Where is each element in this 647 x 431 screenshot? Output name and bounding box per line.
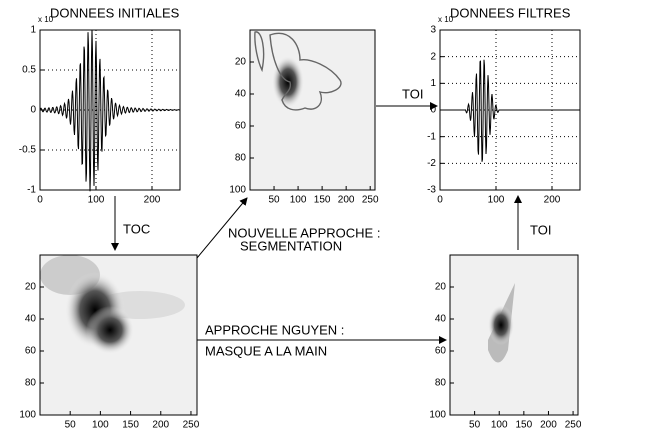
x-tick-label: 100 — [491, 420, 508, 431]
x-tick-label: 250 — [362, 195, 379, 206]
x-tick-label: 200 — [152, 420, 169, 431]
arrow-label: MASQUE A LA MAIN — [205, 343, 327, 358]
y-tick-label: 60 — [25, 346, 37, 357]
x-tick-label: 200 — [540, 420, 557, 431]
axis-exponent: x 10 — [438, 15, 454, 24]
arrow-label: NOUVELLE APPROCHE : — [228, 225, 380, 240]
y-tick-label: 3 — [430, 25, 436, 36]
x-tick-label: 100 — [92, 420, 109, 431]
panel-title: DONNEES FILTRES — [450, 5, 571, 20]
y-tick-label: 80 — [435, 378, 447, 389]
y-tick-label: 60 — [235, 121, 247, 132]
x-tick-label: 250 — [565, 420, 582, 431]
y-tick-label: 0 — [30, 105, 36, 116]
waveform — [39, 29, 181, 192]
y-tick-label: -3 — [427, 185, 436, 196]
heatmap-mask — [450, 255, 578, 415]
y-tick-label: 20 — [25, 282, 37, 293]
y-tick-label: 80 — [25, 378, 37, 389]
y-tick-label: -1 — [27, 185, 36, 196]
y-tick-label: 0 — [430, 105, 436, 116]
x-tick-label: 100 — [488, 195, 505, 206]
arrow — [196, 197, 248, 259]
x-tick-label: 50 — [268, 195, 280, 206]
panel-title: DONNEES INITIALES — [50, 5, 180, 20]
x-tick-label: 0 — [37, 195, 43, 206]
x-tick-label: 200 — [544, 195, 561, 206]
y-tick-label: 20 — [435, 282, 447, 293]
y-tick-label: 60 — [435, 346, 447, 357]
y-tick-label: -2 — [427, 158, 436, 169]
x-tick-label: 50 — [65, 420, 77, 431]
x-tick-label: 150 — [516, 420, 533, 431]
y-tick-label: 40 — [235, 89, 247, 100]
arrow-label: TOI — [530, 222, 551, 237]
y-tick-label: 1 — [30, 25, 36, 36]
axes-box — [449, 254, 579, 416]
y-tick-label: 40 — [25, 314, 37, 325]
x-tick-label: 100 — [290, 195, 307, 206]
y-tick-label: 0.5 — [22, 65, 36, 76]
axes-box — [249, 29, 376, 191]
y-tick-label: 100 — [429, 410, 446, 421]
y-tick-label: -1 — [427, 131, 436, 142]
y-tick-label: 100 — [19, 410, 36, 421]
arrow-label: TOC — [123, 221, 150, 236]
x-tick-label: 200 — [144, 195, 161, 206]
x-tick-label: 200 — [338, 195, 355, 206]
waveform — [440, 59, 580, 162]
x-tick-label: 150 — [122, 420, 139, 431]
y-tick-label: 80 — [235, 153, 247, 164]
y-tick-label: 100 — [229, 185, 246, 196]
y-tick-label: 2 — [430, 51, 436, 62]
x-tick-label: 0 — [437, 195, 443, 206]
axis-exponent: x 10 — [38, 15, 54, 24]
x-tick-label: 100 — [88, 195, 105, 206]
arrow-label: TOI — [402, 86, 423, 101]
x-tick-label: 50 — [469, 420, 481, 431]
y-tick-label: -0.5 — [19, 145, 37, 156]
heatmap-initial — [40, 255, 197, 415]
arrow-label: APPROCHE NGUYEN : — [205, 322, 344, 337]
arrow-label: SEGMENTATION — [240, 238, 342, 253]
x-tick-label: 150 — [314, 195, 331, 206]
y-tick-label: 40 — [435, 314, 447, 325]
y-tick-label: 1 — [430, 78, 436, 89]
y-tick-label: 20 — [235, 57, 247, 68]
x-tick-label: 250 — [183, 420, 200, 431]
heatmap-segment — [250, 30, 375, 190]
axes-box — [39, 254, 198, 416]
